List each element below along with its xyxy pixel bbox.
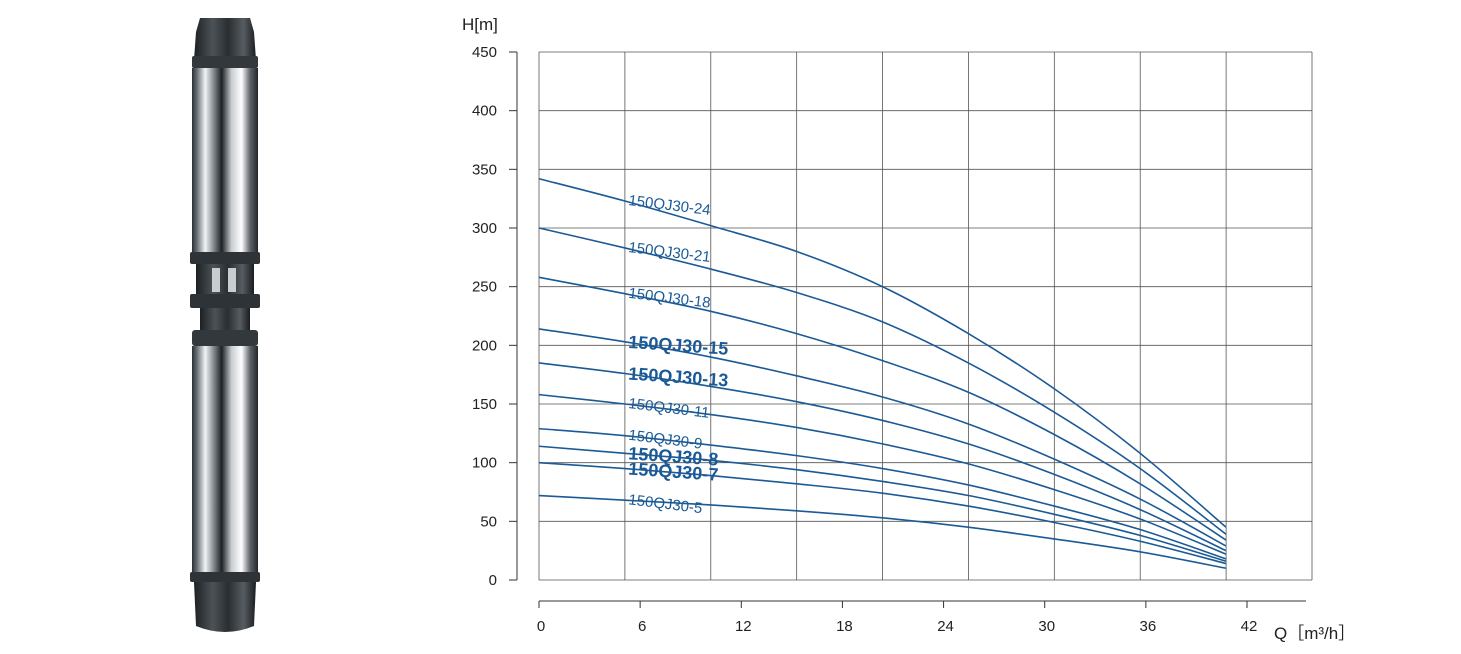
y-tick-label: 350 — [472, 161, 497, 178]
y-tick-label: 50 — [480, 513, 497, 530]
curve-150QJ30-13 — [538, 362, 1227, 552]
curve-150QJ30-18 — [538, 276, 1227, 541]
x-tick-label: 12 — [735, 618, 752, 635]
y-tick-label: 150 — [472, 396, 497, 413]
x-tick-label: 0 — [537, 618, 545, 635]
curve-label: 150QJ30-18 — [628, 285, 712, 312]
pump-upper-body — [192, 68, 258, 258]
axes: 0 50 100 150 200 250 300 350 400 450 0 6 12 18 24 30 36 4… — [472, 44, 1306, 635]
grid — [538, 51, 1313, 581]
pump-motor-body — [192, 346, 258, 578]
curve-150QJ30-9 — [538, 427, 1227, 560]
curve-labels: 150QJ30-24 150QJ30-21 150QJ30-18 150QJ30-15… — [628, 192, 729, 517]
x-tick-label: 6 — [638, 618, 646, 635]
x-tick-label: 42 — [1241, 618, 1258, 635]
x-tick-label: 30 — [1038, 618, 1055, 635]
curve-150QJ30-15 — [538, 328, 1227, 547]
pump-coupling — [200, 308, 250, 332]
pump-image — [190, 18, 260, 632]
y-tick-label: 200 — [472, 337, 497, 354]
y-tick-label: 0 — [489, 572, 497, 589]
curve-label: 150QJ30-11 — [628, 395, 711, 422]
y-tick-label: 300 — [472, 220, 497, 237]
pump-outlet-head — [194, 18, 256, 60]
curve-150QJ30-7 — [538, 461, 1227, 565]
curve-150QJ30-24 — [538, 177, 1227, 528]
curve-150QJ30-5 — [538, 494, 1227, 570]
x-axis-title: Q［m³/h］ — [1274, 624, 1355, 643]
y-tick-label: 250 — [472, 279, 497, 296]
curves — [538, 177, 1227, 570]
y-tick-label: 400 — [472, 103, 497, 120]
pump-top-flange — [192, 56, 258, 68]
curve-label: 150QJ30-13 — [628, 364, 729, 391]
x-tick-label: 24 — [937, 618, 954, 635]
pump-base — [194, 582, 256, 632]
curve-150QJ30-21 — [538, 227, 1227, 535]
curve-label: 150QJ30-15 — [628, 332, 729, 359]
curve-label: 150QJ30-21 — [628, 239, 712, 266]
pump-intake — [196, 264, 254, 294]
curve-label: 150QJ30-5 — [628, 491, 704, 517]
curve-label: 150QJ30-24 — [628, 192, 712, 219]
curve-150QJ30-8 — [538, 445, 1227, 562]
x-tick-label: 36 — [1140, 618, 1157, 635]
x-tick-label: 18 — [836, 618, 853, 635]
y-tick-label: 450 — [472, 44, 497, 61]
curve-150QJ30-11 — [538, 393, 1227, 555]
y-axis-title: H[m] — [462, 15, 498, 34]
y-tick-label: 100 — [472, 455, 497, 472]
